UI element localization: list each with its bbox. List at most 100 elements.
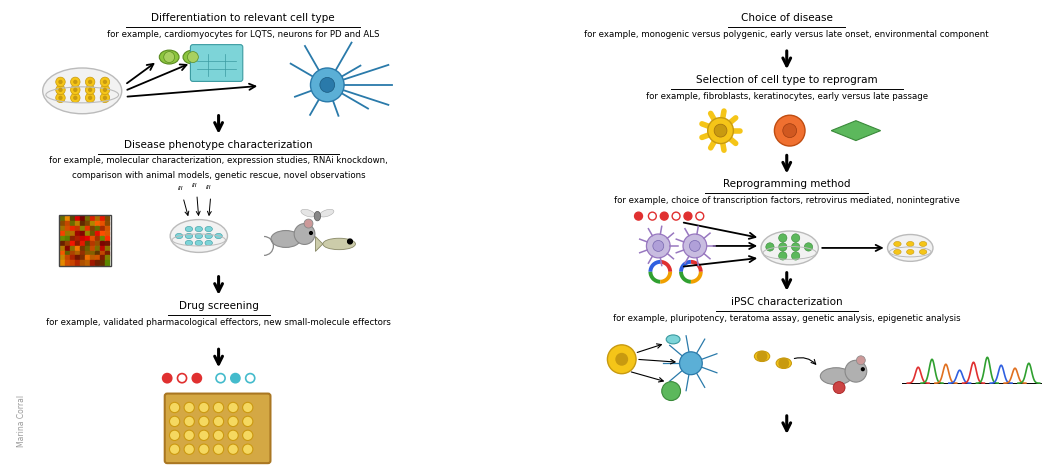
Circle shape (88, 88, 92, 92)
Circle shape (213, 416, 223, 427)
Bar (70, 231, 74, 235)
Text: for example, choice of transcription factors, retrovirus mediated, nonintegrativ: for example, choice of transcription fac… (614, 196, 960, 205)
Bar (90, 221, 94, 225)
Circle shape (783, 124, 796, 137)
Bar (65, 231, 70, 235)
Bar (61, 236, 65, 240)
Bar (70, 241, 74, 245)
Bar (90, 241, 94, 245)
Bar (100, 245, 104, 250)
Bar (100, 261, 104, 265)
Bar (105, 231, 109, 235)
Bar (80, 231, 85, 235)
Text: III: III (192, 183, 197, 188)
Bar (76, 221, 80, 225)
Circle shape (695, 212, 704, 220)
Circle shape (228, 402, 238, 413)
Bar (85, 216, 89, 220)
Circle shape (216, 373, 226, 383)
Text: for example, cardiomyocytes for LQTS, neurons for PD and ALS: for example, cardiomyocytes for LQTS, ne… (107, 30, 380, 39)
Polygon shape (316, 236, 323, 252)
Bar (85, 251, 89, 255)
Circle shape (242, 402, 253, 413)
Ellipse shape (887, 235, 933, 261)
Circle shape (766, 243, 774, 251)
Ellipse shape (159, 50, 179, 64)
Bar (76, 236, 80, 240)
Circle shape (198, 444, 209, 455)
Circle shape (101, 77, 110, 87)
Text: for example, monogenic versus polygenic, early versus late onset, environmental : for example, monogenic versus polygenic,… (584, 30, 989, 39)
Bar (95, 221, 100, 225)
Bar (60, 215, 111, 266)
Circle shape (856, 356, 865, 365)
Bar (90, 261, 94, 265)
Bar (61, 255, 65, 260)
Circle shape (213, 444, 223, 455)
Text: III: III (206, 185, 212, 190)
Text: Reprogramming method: Reprogramming method (723, 179, 851, 189)
Ellipse shape (205, 240, 212, 245)
Bar (90, 236, 94, 240)
Circle shape (680, 352, 702, 375)
Ellipse shape (754, 351, 770, 362)
Circle shape (635, 212, 642, 220)
Circle shape (792, 243, 799, 251)
Circle shape (652, 240, 664, 252)
Ellipse shape (43, 68, 122, 114)
Circle shape (845, 360, 866, 382)
Bar (95, 231, 100, 235)
Circle shape (103, 88, 107, 92)
Bar (70, 226, 74, 230)
Circle shape (103, 96, 107, 100)
Circle shape (660, 212, 668, 220)
Bar (80, 221, 85, 225)
Bar (61, 241, 65, 245)
Bar (105, 216, 109, 220)
Ellipse shape (186, 227, 193, 232)
Circle shape (689, 240, 701, 252)
Circle shape (294, 224, 315, 244)
Text: Selection of cell type to reprogram: Selection of cell type to reprogram (695, 75, 878, 85)
Bar (105, 221, 109, 225)
Circle shape (184, 430, 194, 440)
Bar (80, 241, 85, 245)
Circle shape (774, 115, 805, 146)
Bar (76, 245, 80, 250)
Bar (76, 255, 80, 260)
Bar (95, 216, 100, 220)
Ellipse shape (894, 249, 901, 254)
Bar (85, 261, 89, 265)
Bar (100, 231, 104, 235)
Bar (90, 245, 94, 250)
Ellipse shape (186, 233, 193, 239)
Bar (100, 216, 104, 220)
Bar (85, 236, 89, 240)
Circle shape (70, 77, 80, 87)
Ellipse shape (195, 233, 202, 239)
Circle shape (778, 243, 787, 251)
Circle shape (59, 96, 63, 100)
Circle shape (73, 96, 78, 100)
Bar (80, 245, 85, 250)
Circle shape (85, 85, 94, 95)
Circle shape (103, 80, 107, 84)
Bar (61, 251, 65, 255)
Bar (80, 226, 85, 230)
Circle shape (778, 252, 787, 260)
Bar (100, 226, 104, 230)
Circle shape (198, 402, 209, 413)
Circle shape (73, 88, 78, 92)
FancyBboxPatch shape (165, 394, 271, 463)
Circle shape (245, 373, 255, 383)
Bar (61, 221, 65, 225)
Text: Differentiation to relevant cell type: Differentiation to relevant cell type (151, 13, 335, 23)
Bar (65, 261, 70, 265)
Circle shape (242, 444, 253, 455)
Circle shape (101, 85, 110, 95)
Circle shape (163, 373, 172, 383)
Bar (85, 241, 89, 245)
Bar (70, 236, 74, 240)
Bar (61, 231, 65, 235)
Circle shape (714, 124, 727, 137)
